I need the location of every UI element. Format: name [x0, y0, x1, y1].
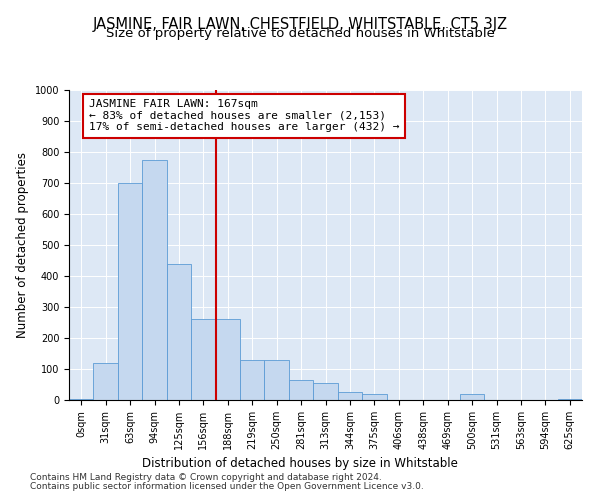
Bar — [313, 383, 338, 400]
Text: Contains public sector information licensed under the Open Government Licence v3: Contains public sector information licen… — [30, 482, 424, 491]
Text: JASMINE FAIR LAWN: 167sqm
← 83% of detached houses are smaller (2,153)
17% of se: JASMINE FAIR LAWN: 167sqm ← 83% of detac… — [89, 100, 399, 132]
Bar — [167, 264, 191, 400]
Text: Distribution of detached houses by size in Whitstable: Distribution of detached houses by size … — [142, 458, 458, 470]
Text: Size of property relative to detached houses in Whitstable: Size of property relative to detached ho… — [106, 28, 494, 40]
Bar — [94, 363, 118, 400]
Bar — [142, 160, 167, 400]
Bar — [118, 183, 142, 400]
Bar — [265, 360, 289, 400]
Bar — [240, 360, 265, 400]
Bar — [338, 392, 362, 400]
Bar — [362, 394, 386, 400]
Bar — [191, 320, 215, 400]
Y-axis label: Number of detached properties: Number of detached properties — [16, 152, 29, 338]
Bar — [289, 380, 313, 400]
Bar — [215, 320, 240, 400]
Text: JASMINE, FAIR LAWN, CHESTFIELD, WHITSTABLE, CT5 3JZ: JASMINE, FAIR LAWN, CHESTFIELD, WHITSTAB… — [92, 18, 508, 32]
Text: Contains HM Land Registry data © Crown copyright and database right 2024.: Contains HM Land Registry data © Crown c… — [30, 474, 382, 482]
Bar — [460, 394, 484, 400]
